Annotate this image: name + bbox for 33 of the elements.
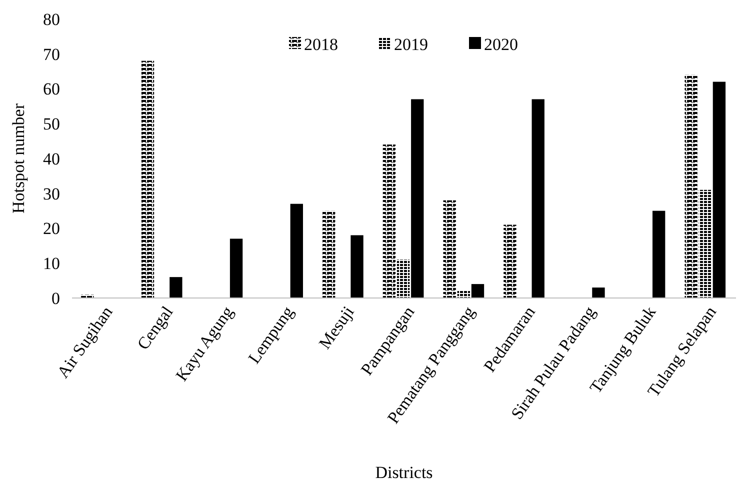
y-axis-title: Hotspot number bbox=[9, 103, 28, 214]
bar bbox=[230, 238, 243, 298]
bar bbox=[322, 210, 336, 298]
bar bbox=[411, 99, 424, 298]
y-tick-label: 20 bbox=[43, 219, 60, 238]
bar bbox=[698, 190, 712, 298]
bar bbox=[592, 288, 605, 298]
y-tick-label: 80 bbox=[43, 10, 60, 29]
bar bbox=[684, 74, 698, 298]
bar bbox=[382, 144, 396, 298]
bar bbox=[532, 99, 544, 298]
y-tick-label: 10 bbox=[43, 254, 60, 274]
bar bbox=[170, 277, 182, 298]
bar bbox=[471, 284, 484, 298]
bar bbox=[396, 260, 410, 298]
bar bbox=[504, 224, 516, 298]
legend-label: 2018 bbox=[304, 34, 338, 54]
legend-label: 2020 bbox=[484, 34, 518, 54]
bar bbox=[652, 210, 666, 298]
bar bbox=[457, 291, 470, 298]
y-tick-label: 0 bbox=[52, 288, 60, 308]
legend-label: 2019 bbox=[394, 34, 428, 54]
y-tick-label: 30 bbox=[43, 184, 60, 204]
x-axis-title: Districts bbox=[375, 463, 433, 482]
bar bbox=[290, 204, 303, 298]
y-tick-label: 70 bbox=[43, 44, 60, 64]
y-tick-label: 50 bbox=[43, 114, 60, 134]
y-tick-label: 40 bbox=[43, 149, 60, 168]
bar bbox=[141, 60, 154, 298]
bar bbox=[712, 82, 726, 298]
y-tick-label: 60 bbox=[43, 80, 60, 99]
bar bbox=[350, 235, 364, 298]
bar bbox=[443, 200, 456, 298]
